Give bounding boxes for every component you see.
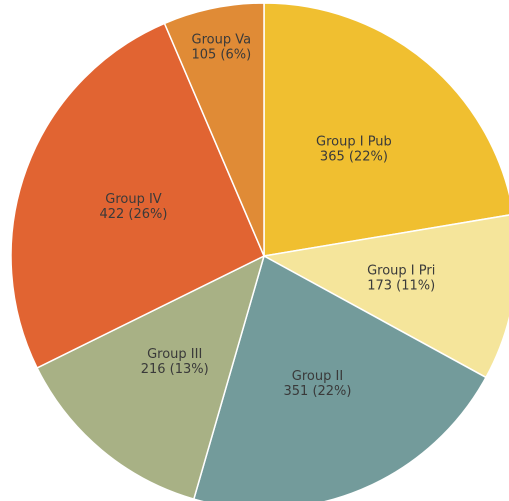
pie-slice bbox=[263, 2, 509, 257]
slice-value-label: 365 (22%) bbox=[320, 149, 388, 164]
slice-label: Group IV bbox=[105, 192, 162, 207]
slice-label: Group I Pri bbox=[367, 264, 435, 279]
pie-slice bbox=[192, 254, 487, 501]
slice-value-label: 351 (22%) bbox=[284, 384, 352, 399]
pie-slice bbox=[261, 214, 509, 379]
slice-label: Group I Pub bbox=[316, 134, 392, 149]
pie-slice bbox=[36, 254, 266, 501]
slice-label: Group Va bbox=[192, 32, 252, 47]
slice-value-label: 216 (13%) bbox=[141, 362, 209, 377]
slice-value-label: 422 (26%) bbox=[99, 207, 167, 222]
slice-label: Group III bbox=[147, 347, 202, 362]
pie-slice bbox=[163, 2, 265, 257]
slice-value-label: 173 (11%) bbox=[367, 279, 435, 294]
slice-label: Group II bbox=[292, 369, 343, 384]
slice-value-label: 105 (6%) bbox=[191, 47, 251, 62]
